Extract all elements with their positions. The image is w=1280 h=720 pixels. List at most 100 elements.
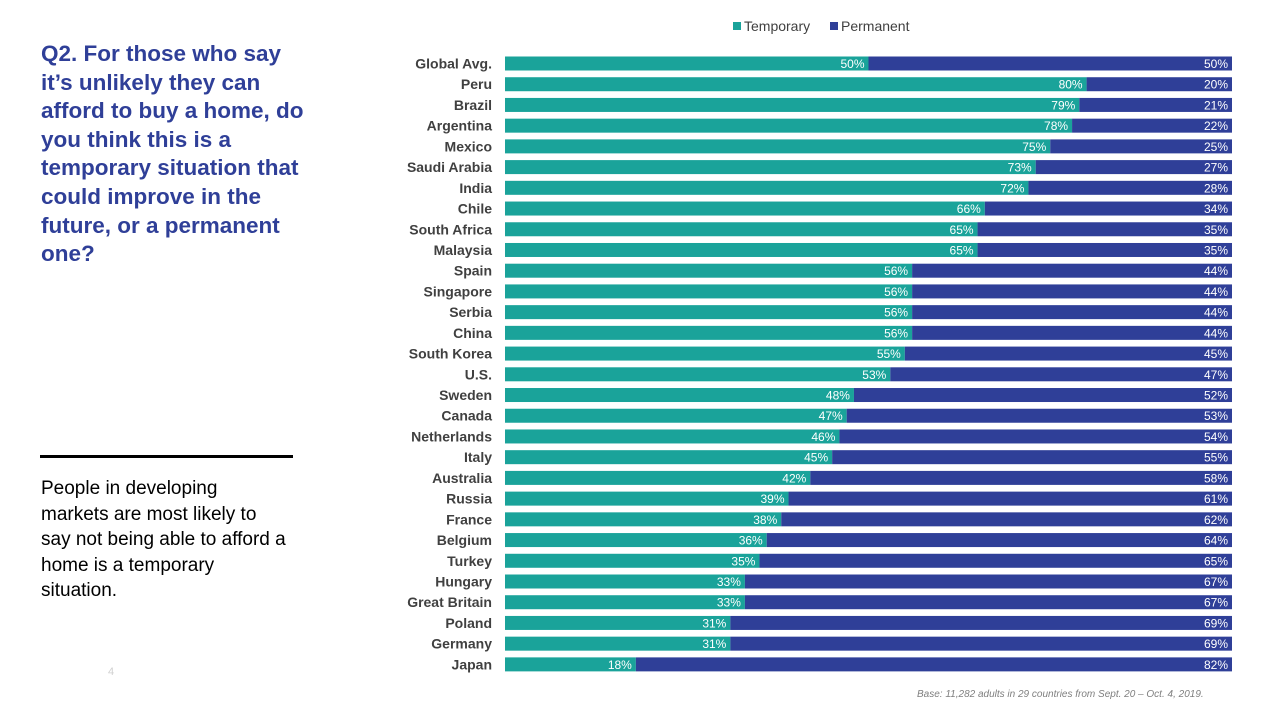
value-label-temporary-australia: 42% (782, 471, 806, 485)
value-label-permanent-chile: 34% (1204, 202, 1228, 216)
category-label-serbia: Serbia (449, 304, 492, 320)
value-label-temporary-saudi-arabia: 73% (1008, 161, 1032, 175)
bar-temporary-malaysia (505, 242, 978, 257)
value-label-permanent-south-korea: 45% (1204, 347, 1228, 361)
value-label-temporary-hungary: 33% (717, 575, 741, 589)
bar-permanent-hungary (744, 574, 1232, 589)
category-label-china: China (453, 325, 492, 341)
value-label-permanent-canada: 53% (1204, 409, 1228, 423)
bar-temporary-spain (505, 263, 913, 278)
category-label-south-africa: South Africa (409, 221, 492, 237)
value-label-permanent-serbia: 44% (1204, 306, 1228, 320)
bar-temporary-france (505, 512, 782, 527)
chart-legend: Temporary Permanent (733, 18, 910, 34)
bar-permanent-turkey (759, 553, 1232, 568)
value-label-temporary-serbia: 56% (884, 306, 908, 320)
bar-temporary-peru (505, 77, 1087, 92)
value-label-temporary-chile: 66% (957, 202, 981, 216)
value-label-temporary-south-korea: 55% (877, 347, 901, 361)
value-label-temporary-canada: 47% (819, 409, 843, 423)
value-label-temporary-global-avg: 50% (840, 57, 864, 71)
value-label-temporary-peru: 80% (1059, 78, 1083, 92)
bar-permanent-india (1028, 180, 1232, 195)
value-label-temporary-argentina: 78% (1044, 119, 1068, 133)
value-label-temporary-japan: 18% (608, 658, 632, 672)
value-label-temporary-u-s: 53% (862, 368, 886, 382)
bar-permanent-japan (635, 657, 1232, 672)
category-label-russia: Russia (446, 491, 492, 507)
value-label-temporary-spain: 56% (884, 264, 908, 278)
bar-temporary-brazil (505, 97, 1080, 112)
bar-permanent-netherlands (839, 429, 1232, 444)
value-label-permanent-sweden: 52% (1204, 389, 1228, 403)
value-label-permanent-argentina: 22% (1204, 119, 1228, 133)
bar-temporary-china (505, 325, 913, 340)
bar-temporary-poland (505, 615, 731, 630)
category-label-turkey: Turkey (447, 553, 492, 569)
bar-temporary-singapore (505, 284, 913, 299)
summary-text: People in developing markets are most li… (41, 478, 286, 601)
bar-permanent-argentina (1072, 118, 1232, 133)
legend-swatch-temporary (733, 22, 741, 30)
value-label-permanent-south-africa: 35% (1204, 223, 1228, 237)
bar-permanent-singapore (912, 284, 1232, 299)
category-label-india: India (459, 180, 492, 196)
bar-temporary-u-s (505, 367, 891, 382)
bar-permanent-france (781, 512, 1232, 527)
value-label-temporary-south-africa: 65% (950, 223, 974, 237)
category-label-south-korea: South Korea (409, 346, 492, 362)
bar-temporary-mexico (505, 139, 1051, 154)
category-label-poland: Poland (445, 615, 492, 631)
bar-permanent-global-avg (868, 56, 1232, 71)
value-label-permanent-malaysia: 35% (1204, 243, 1228, 257)
value-label-permanent-australia: 58% (1204, 471, 1228, 485)
category-label-u-s: U.S. (465, 366, 492, 382)
value-label-temporary-china: 56% (884, 326, 908, 340)
category-label-mexico: Mexico (445, 138, 492, 154)
page-number: 4 (108, 666, 115, 678)
value-label-temporary-poland: 31% (702, 616, 726, 630)
value-label-permanent-spain: 44% (1204, 264, 1228, 278)
bar-temporary-italy (505, 450, 833, 465)
value-label-permanent-germany: 69% (1204, 637, 1228, 651)
value-label-permanent-u-s: 47% (1204, 368, 1228, 382)
chart-bars: Global Avg. 50% 50% Peru 80% 20% Brazil 79% 21% A… (407, 56, 1232, 672)
category-label-chile: Chile (458, 201, 492, 217)
bar-permanent-u-s (890, 367, 1232, 382)
bar-temporary-russia (505, 491, 789, 506)
bar-temporary-argentina (505, 118, 1073, 133)
value-label-temporary-netherlands: 46% (811, 430, 835, 444)
bar-temporary-serbia (505, 305, 913, 320)
value-label-permanent-china: 44% (1204, 326, 1228, 340)
bar-permanent-belgium (766, 533, 1232, 548)
value-label-permanent-india: 28% (1204, 181, 1228, 195)
value-label-permanent-japan: 82% (1204, 658, 1228, 672)
bar-temporary-germany (505, 636, 731, 651)
bar-temporary-japan (505, 657, 636, 672)
bar-temporary-global-avg (505, 56, 869, 71)
bar-permanent-chile (984, 201, 1232, 216)
bar-temporary-south-korea (505, 346, 905, 361)
legend-swatch-permanent (830, 22, 838, 30)
bar-temporary-chile (505, 201, 985, 216)
bar-temporary-canada (505, 408, 847, 423)
bar-permanent-germany (730, 636, 1232, 651)
category-label-australia: Australia (432, 470, 492, 486)
value-label-permanent-singapore: 44% (1204, 285, 1228, 299)
value-label-temporary-germany: 31% (702, 637, 726, 651)
bar-temporary-turkey (505, 553, 760, 568)
category-label-spain: Spain (454, 263, 492, 279)
bar-temporary-netherlands (505, 429, 840, 444)
value-label-permanent-hungary: 67% (1204, 575, 1228, 589)
value-label-permanent-brazil: 21% (1204, 98, 1228, 112)
category-label-france: France (446, 511, 492, 527)
value-label-temporary-india: 72% (1000, 181, 1024, 195)
category-label-malaysia: Malaysia (434, 242, 493, 258)
value-label-permanent-mexico: 25% (1204, 140, 1228, 154)
value-label-temporary-brazil: 79% (1051, 98, 1075, 112)
value-label-permanent-peru: 20% (1204, 78, 1228, 92)
value-label-temporary-sweden: 48% (826, 389, 850, 403)
bar-temporary-hungary (505, 574, 745, 589)
question-text: Q2. For those who say it’s unlikely they… (41, 41, 304, 267)
value-label-temporary-belgium: 36% (739, 534, 763, 548)
